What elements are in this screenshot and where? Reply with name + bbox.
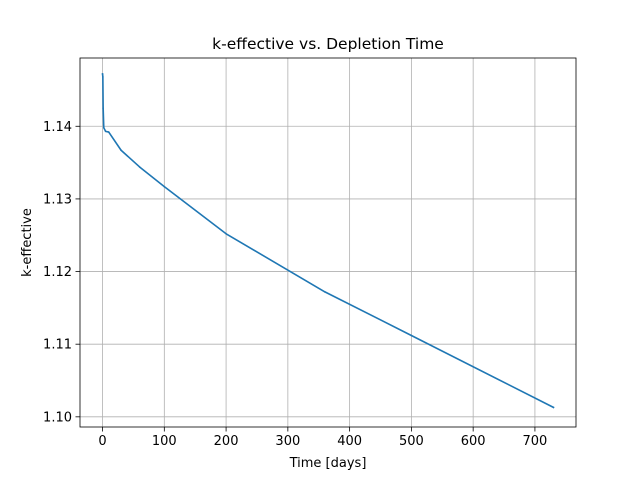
y-tick-label: 1.12 [43,265,72,280]
data-point [163,185,166,188]
x-tick-label: 100 [152,434,177,449]
x-tick-label: 0 [98,434,106,449]
plot-frame [79,57,577,428]
y-axis-label: k-effective [20,208,35,277]
data-point [107,131,110,133]
x-axis-label: Time [days] [289,456,367,471]
data-point [102,107,104,109]
x-tick-label: 500 [399,434,424,449]
x-tick-label: 400 [337,434,362,449]
x-tick-label: 700 [523,434,548,449]
data-point [552,406,555,409]
y-tick-label: 1.11 [43,338,72,353]
x-tick-label: 200 [214,434,239,449]
data-point [324,291,326,293]
y-tick-label: 1.10 [43,410,72,425]
y-tick-label: 1.13 [43,192,72,207]
data-point [104,130,107,133]
grid [80,58,576,427]
ticks: 0 100 200 300 400 500 600 700 1.10 1.11 1.12 1.13 1.… [43,120,547,449]
x-tick-label: 300 [275,434,300,449]
y-tick-label: 1.14 [43,120,72,135]
chart-title: k-effective vs. Depletion Time [212,35,444,53]
data-point [101,73,104,75]
data-point [102,76,104,78]
series-layer [101,73,555,409]
data-point [102,126,105,129]
data-point [410,334,413,337]
data-point [225,232,227,235]
plot-area-background [80,58,576,427]
data-point [120,149,122,152]
x-tick-label: 600 [461,434,486,449]
data-point [138,166,141,168]
